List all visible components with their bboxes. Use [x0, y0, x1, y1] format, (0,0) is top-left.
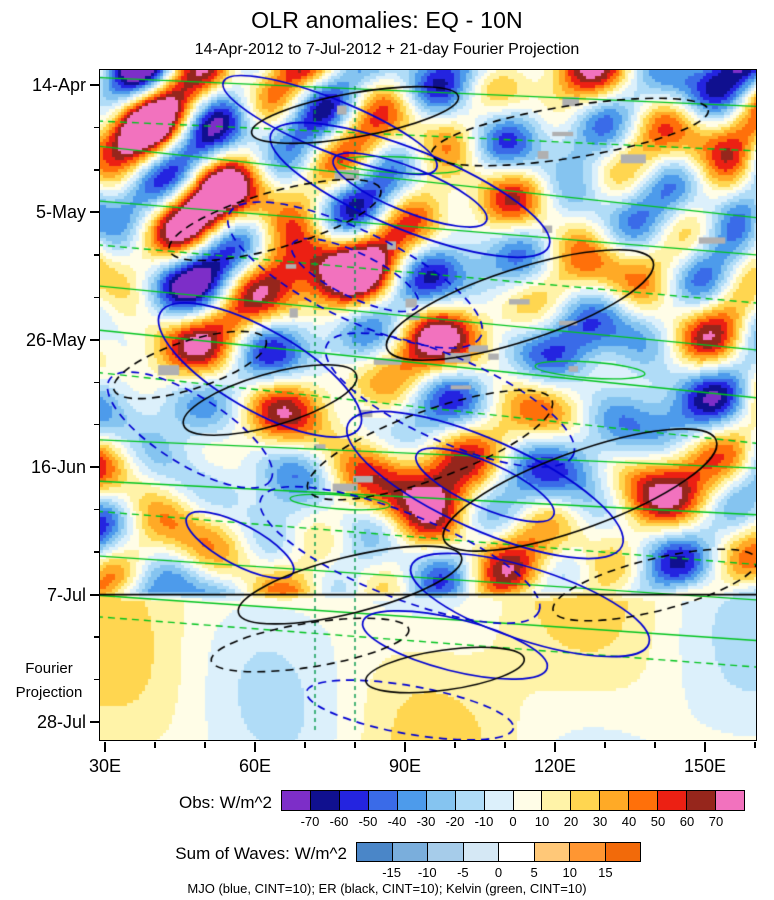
x-axis-minor-tick	[454, 742, 456, 748]
colorbar-cell	[426, 791, 456, 810]
colorbar-tick-label: 50	[650, 814, 666, 829]
x-axis-minor-tick	[654, 742, 656, 748]
colorbar-tick-label: 30	[592, 814, 608, 829]
colorbar-cell	[513, 791, 543, 810]
colorbar-tick-label: -60	[329, 814, 349, 829]
colorbar-cell	[392, 843, 428, 861]
heatmap-canvas	[100, 70, 756, 740]
plot-area	[99, 69, 757, 741]
y-axis-minor-tick	[94, 169, 100, 171]
colorbar-tick-label: -10	[417, 865, 437, 880]
colorbar-cell	[571, 791, 601, 810]
y-axis-minor-tick	[94, 423, 100, 426]
colorbar-tick-label: 60	[679, 814, 695, 829]
y-tick-label: 14-Apr	[31, 75, 86, 95]
colorbar-cell	[716, 791, 744, 810]
y-tick-label: 7-Jul	[46, 584, 86, 605]
colorbar-cell	[542, 791, 572, 810]
colorbar-cell	[600, 791, 630, 810]
y-axis-tick	[90, 84, 100, 86]
y-axis-minor-tick	[94, 551, 100, 553]
colorbar-tick-label: 5	[530, 865, 538, 880]
x-tick-label: 150E	[683, 756, 727, 776]
x-tick-label: 60E	[238, 756, 272, 776]
colorbar-tick-label: -30	[416, 814, 436, 829]
x-axis-tick	[404, 742, 406, 752]
x-axis-minor-tick	[154, 742, 156, 748]
chart-subtitle: 14-Apr-2012 to 7-Jul-2012 + 21-day Fouri…	[194, 41, 580, 58]
colorbar-tick-label: 10	[534, 814, 550, 829]
legend-caption: MJO (blue, CINT=10); ER (black, CINT=10)…	[187, 881, 587, 896]
colorbar-1	[281, 790, 745, 811]
y-axis-tick	[90, 721, 100, 723]
y-axis-minor-tick	[94, 254, 100, 256]
x-axis-minor-tick	[604, 742, 606, 748]
colorbar-tick-label: -15	[382, 865, 402, 880]
x-tick-label: 30E	[88, 756, 122, 776]
x-axis-minor-tick	[304, 742, 306, 748]
colorbar-cell	[339, 791, 369, 810]
colorbar-cell	[658, 791, 688, 810]
colorbar-tick-label: -5	[457, 865, 469, 880]
y-axis-tick	[90, 338, 100, 341]
y-axis-tick	[90, 593, 100, 596]
fourier-label-line2: Projection	[15, 684, 83, 701]
colorbar-tick-label: 70	[708, 814, 724, 829]
colorbar-cell	[428, 843, 464, 861]
colorbar-cell	[484, 791, 514, 810]
colorbar-cell	[282, 791, 311, 810]
fourier-label-line1: Fourier	[25, 660, 73, 677]
colorbar-tick-label: 0	[494, 865, 503, 880]
colorbar-cell	[357, 843, 393, 861]
colorbar-cell	[534, 843, 570, 861]
y-tick-label: 16-Jun	[30, 457, 86, 478]
y-axis-minor-tick	[94, 381, 100, 384]
y-tick-label: 28-Jul	[36, 712, 86, 732]
chart-title: OLR anomalies: EQ - 10N	[251, 7, 523, 33]
y-tick-label: 26-May	[25, 329, 86, 350]
y-tick-label: 5-May	[35, 202, 86, 223]
colorbar-cell	[629, 791, 659, 810]
colorbar-cell	[687, 791, 717, 810]
y-axis-minor-tick	[94, 678, 100, 681]
colorbar-tick-label: 0	[509, 814, 517, 829]
colorbar-tick-label: 20	[563, 814, 579, 829]
colorbar-cell	[310, 791, 340, 810]
colorbar-cell	[455, 791, 485, 810]
colorbar-tick-label: 40	[621, 814, 637, 829]
y-axis-tick	[90, 211, 100, 214]
x-axis-minor-tick	[354, 742, 356, 748]
colorbar-tick-label: -10	[474, 814, 494, 829]
colorbar-2	[356, 842, 641, 862]
colorbar-cell	[368, 791, 398, 810]
colorbar-tick-label: -70	[300, 814, 320, 829]
y-axis-tick	[90, 466, 100, 469]
x-axis-tick	[554, 742, 556, 752]
x-tick-label: 90E	[388, 756, 422, 776]
x-axis-tick	[704, 742, 706, 752]
x-tick-label: 120E	[533, 756, 577, 776]
y-axis-minor-tick	[94, 126, 100, 129]
colorbar-obs-label: Obs: W/m^2	[179, 793, 272, 812]
colorbar-cell	[499, 843, 535, 861]
colorbar-cell	[463, 843, 499, 861]
x-axis-minor-tick	[504, 742, 506, 748]
y-axis-minor-tick	[94, 508, 100, 511]
colorbar-cell	[397, 791, 427, 810]
colorbar-tick-label: 10	[562, 865, 577, 880]
colorbar-tick-label: -50	[358, 814, 378, 829]
y-axis-minor-tick	[94, 636, 100, 638]
colorbar-tick-label: -20	[445, 814, 465, 829]
colorbar-cell	[570, 843, 606, 861]
x-axis-tick	[104, 742, 106, 752]
x-axis-minor-tick	[204, 742, 206, 748]
colorbar-tick-label: 15	[598, 865, 613, 880]
colorbar-tick-label: -40	[387, 814, 407, 829]
x-axis-tick	[254, 742, 256, 752]
colorbar-cell	[605, 843, 640, 861]
y-axis-minor-tick	[94, 296, 100, 299]
colorbar-waves-label: Sum of Waves: W/m^2	[175, 844, 347, 863]
x-axis-minor-tick	[754, 742, 756, 748]
